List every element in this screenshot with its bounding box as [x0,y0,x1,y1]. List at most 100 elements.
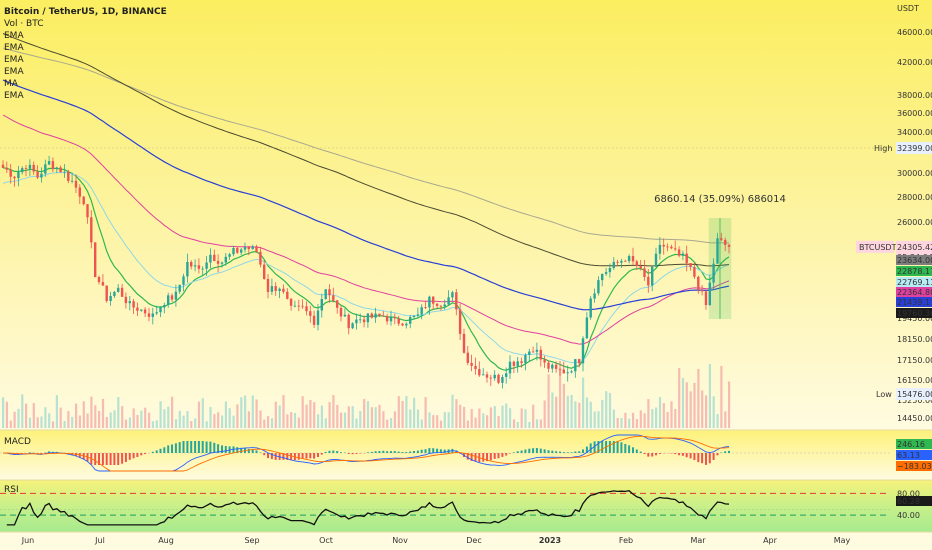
time-axis-tick: Sep [244,536,259,545]
macd-histogram-bar [132,453,135,459]
candle-body [620,260,623,263]
rsi-title[interactable]: RSI [4,485,19,495]
volume-bar [251,395,254,428]
candle-body [608,268,612,273]
macd-histogram-bar [117,453,120,465]
volume-bar [559,368,562,428]
volume-bar [113,410,116,428]
volume-bar [209,407,212,428]
candle-body [5,167,8,170]
candle-body [259,251,262,265]
macd-histogram-bar [493,453,496,459]
volume-bar [359,411,362,428]
macd-histogram-bar [555,451,558,453]
macd-histogram-bar [13,453,16,455]
macd-histogram-bar [105,453,108,465]
macd-histogram-bar [547,450,550,453]
volume-bar [5,401,8,428]
macd-histogram-bar [413,451,415,453]
candle-body [397,318,400,324]
candle-body [117,287,120,292]
macd-histogram-bar [566,452,569,453]
candle-body [286,291,289,299]
macd-histogram-bar [520,450,523,453]
candle-body [447,297,450,305]
candle-body [143,309,147,314]
macd-histogram-bar [109,453,112,465]
volume-bar [155,420,158,428]
macd-histogram-bar [616,441,619,453]
legend-item-volume[interactable]: Vol · BTC [4,19,44,29]
candle-body [136,307,139,311]
candle-body [190,262,193,267]
candle-body [24,168,28,169]
candle-body [643,268,646,277]
candle-body [320,299,323,311]
chart-legend: Bitcoin / TetherUS, 1D, BINANCE Vol · BT… [4,6,167,102]
legend-item-ema[interactable]: EMA [4,43,24,53]
time-axis-tick: Nov [392,536,408,545]
candle-body [405,323,408,326]
high-label: High [874,144,892,153]
candle-body [593,293,596,299]
symbol-title[interactable]: Bitcoin / TetherUS, 1D, BINANCE [4,7,167,17]
price-axis-tick: 26000.00 [897,218,932,227]
volume-bar [351,406,354,428]
macd-title[interactable]: MACD [4,437,31,447]
indicator-price-tag-bg [896,287,932,297]
legend-item-ema[interactable]: EMA [4,91,24,101]
volume-bar [390,418,393,428]
volume-bar [236,404,239,428]
legend-item-ema[interactable]: EMA [4,55,24,65]
ema-mid-line [2,171,730,364]
macd-histogram-bar [282,453,285,460]
volume-bar [263,419,266,428]
macd-histogram-bar [366,452,369,453]
price-axis-tick: 36000.00 [897,109,932,118]
candle-body [213,254,216,261]
candle-body [578,359,581,364]
macd-histogram-bar [178,442,181,453]
macd-histogram-bar [589,443,592,453]
price-axis-tick: 18150.00 [897,335,932,344]
volume-bar [201,398,204,428]
volume-bar [21,394,24,428]
legend-item-ema[interactable]: EMA [4,31,24,41]
candle-body [178,284,181,292]
candle-body [67,171,70,181]
volume-bar [151,421,154,428]
candles[interactable] [1,155,731,389]
legend-item-ma[interactable]: MA [4,79,18,89]
candle-body [101,282,105,286]
volume-bar [651,409,654,428]
candle-body [359,319,362,321]
volume-bar [608,392,612,428]
candle-body [462,333,466,353]
candle-body [36,171,39,178]
volume-bar [539,419,542,428]
price-axis-tick: 42000.00 [897,58,932,67]
macd-histogram-bar [78,453,81,458]
macd-histogram-bar [639,451,642,453]
volume-bar [144,407,147,428]
macd-histogram-bar [151,451,154,453]
macd-histogram-bar [209,441,212,453]
volume-bar [140,410,143,428]
candle-body [301,305,304,307]
volume-bar [98,410,101,428]
macd-value-tag-bg [896,461,932,471]
candle-body [328,289,331,296]
macd-histogram-bar [182,441,185,453]
indicator-price-tag: 22769.11 [897,278,932,287]
volume-bar [190,421,193,428]
legend-item-ema[interactable]: EMA [4,67,24,77]
volume-bar [186,411,189,428]
candle-body [382,315,385,317]
candle-body [478,369,481,376]
macd-histogram-bar [251,449,254,453]
candle-body [9,169,12,177]
candle-body [305,306,308,312]
macd-histogram-bar [405,452,408,453]
